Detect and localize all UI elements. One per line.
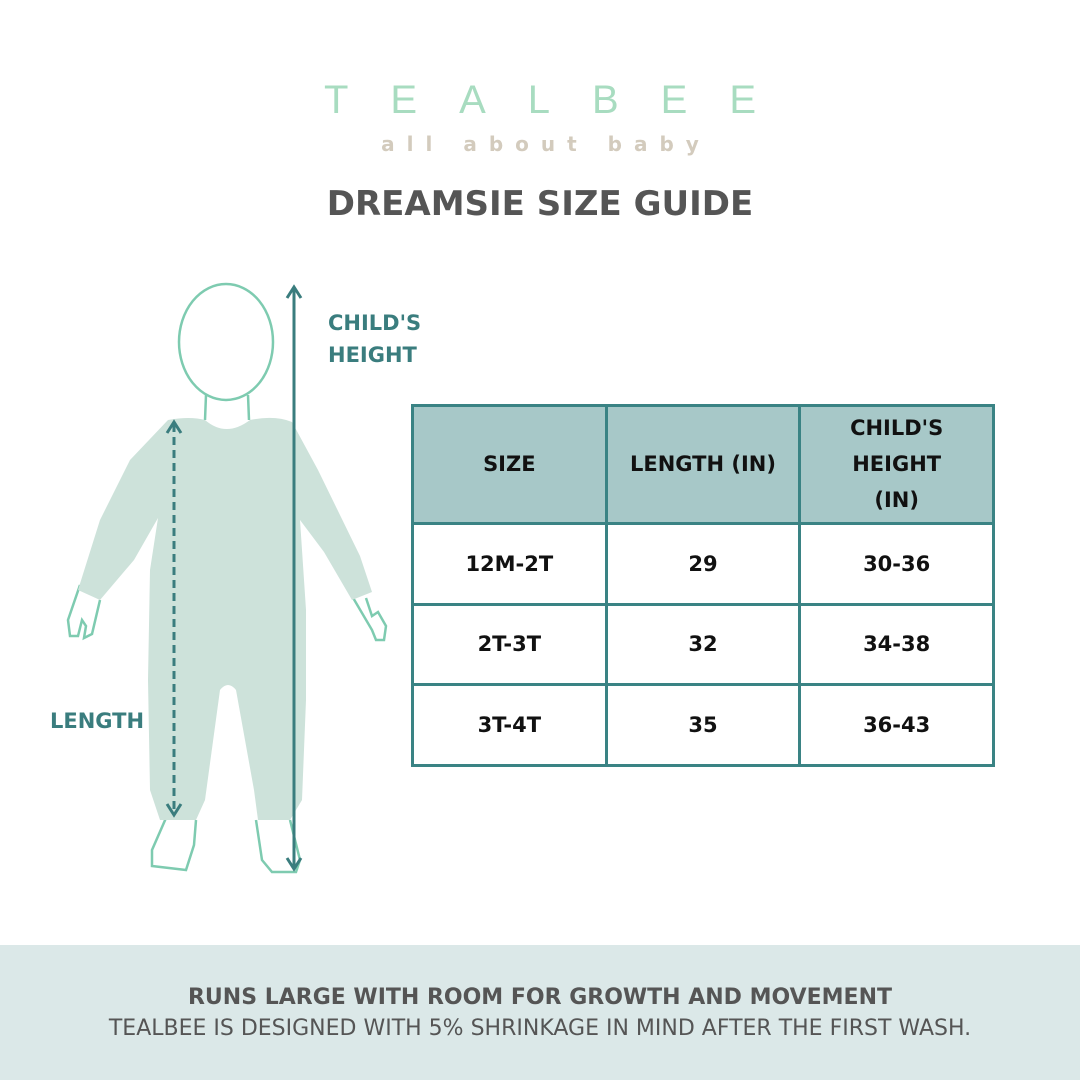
cell-height: 30-36 (798, 521, 995, 606)
cell-height: 36-43 (798, 683, 995, 767)
page-title: DREAMSIE SIZE GUIDE (326, 184, 754, 224)
logo-brand: TEALBEE (323, 78, 799, 122)
cell-length: 29 (604, 521, 802, 606)
brand-logo: TEALBEE all about baby (0, 78, 1080, 156)
footer-note: TEALBEE IS DESIGNED WITH 5% SHRINKAGE IN… (108, 1016, 972, 1041)
footer-banner: RUNS LARGE WITH ROOM FOR GROWTH AND MOVE… (0, 945, 1080, 1080)
child-outline (66, 282, 388, 874)
cell-length: 35 (604, 683, 802, 767)
height-arrow (285, 284, 303, 872)
logo-tagline: all about baby (381, 132, 711, 156)
header-size: SIZE (411, 404, 608, 525)
size-table: SIZE LENGTH (IN) CHILD'S HEIGHT (IN) 12M… (411, 404, 995, 767)
cell-length: 32 (604, 602, 802, 687)
cell-size: 3T-4T (411, 683, 608, 767)
header-length: LENGTH (IN) (604, 404, 802, 525)
table-row: 3T-4T 35 36-43 (411, 683, 995, 767)
length-arrow (165, 419, 183, 818)
cell-height: 34-38 (798, 602, 995, 687)
height-label-line2: HEIGHT (328, 343, 417, 367)
footer-headline: RUNS LARGE WITH ROOM FOR GROWTH AND MOVE… (187, 985, 892, 1010)
romper-shape (78, 417, 372, 820)
cell-size: 2T-3T (411, 602, 608, 687)
table-header-row: SIZE LENGTH (IN) CHILD'S HEIGHT (IN) (411, 404, 995, 525)
height-label-line1: CHILD'S (328, 311, 422, 335)
header-childs-height: CHILD'S HEIGHT (IN) (798, 404, 995, 525)
table-row: 2T-3T 32 34-38 (411, 602, 995, 687)
childs-height-label: CHILD'S HEIGHT (328, 307, 421, 371)
cell-size: 12M-2T (411, 521, 608, 606)
table-row: 12M-2T 29 30-36 (411, 521, 995, 606)
length-label: LENGTH (50, 709, 145, 733)
